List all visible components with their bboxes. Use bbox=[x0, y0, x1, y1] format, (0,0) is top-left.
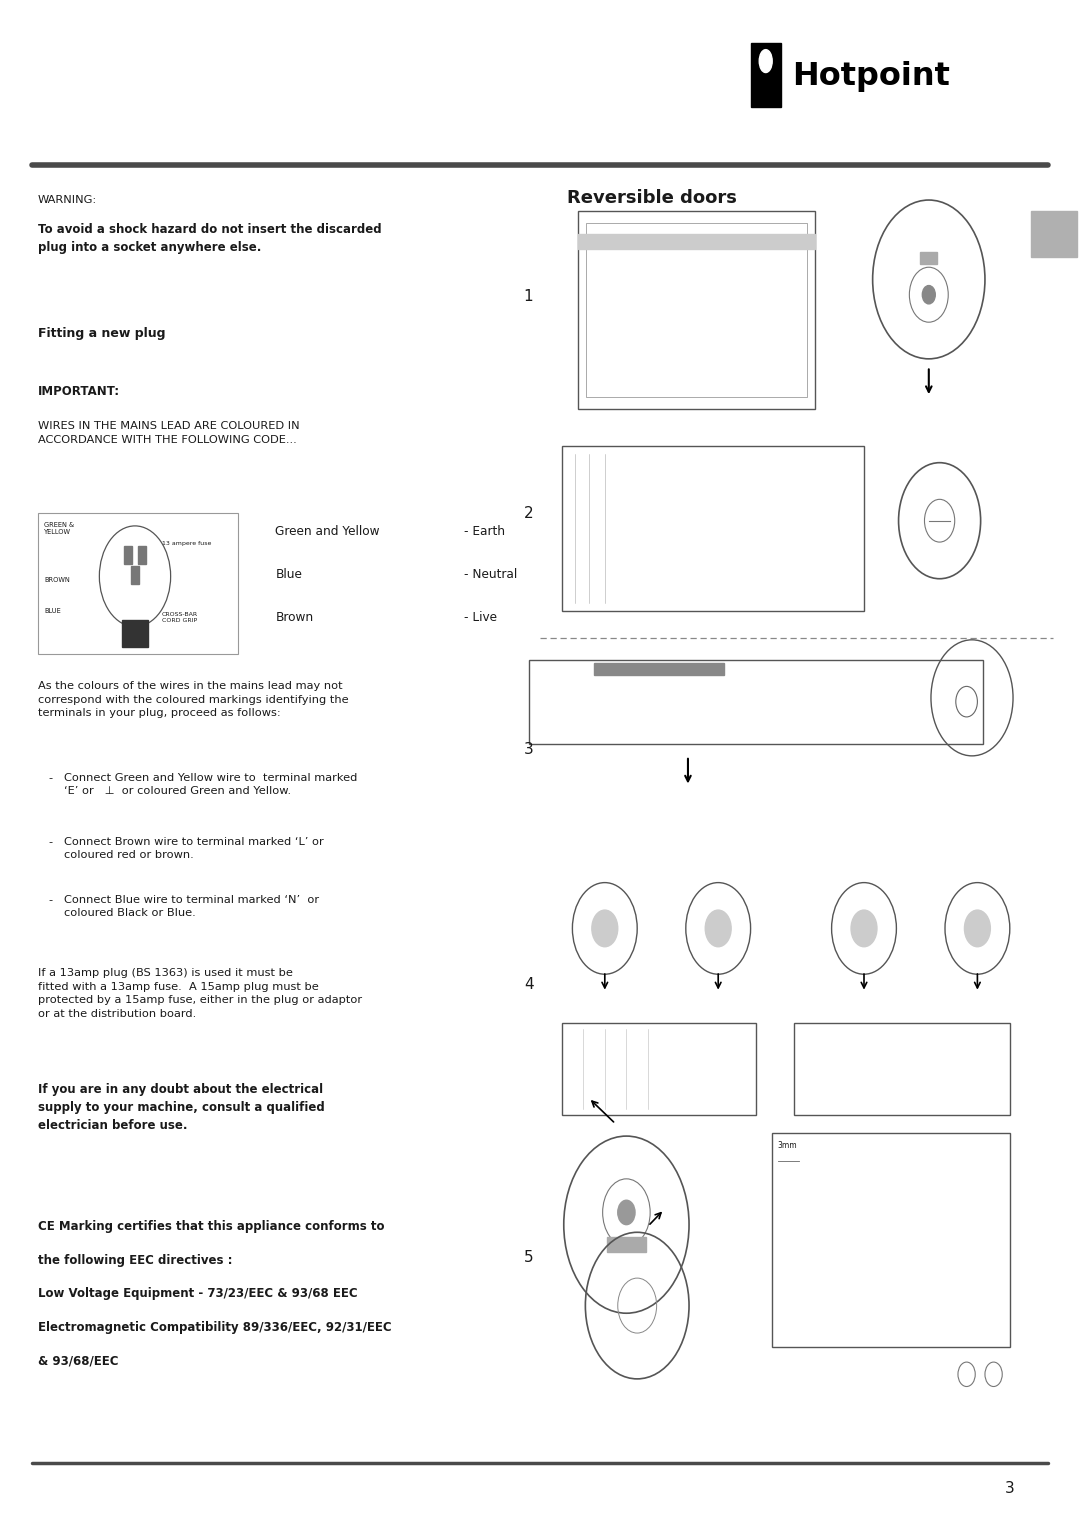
Circle shape bbox=[592, 910, 618, 947]
Text: 4: 4 bbox=[524, 977, 534, 993]
Bar bbox=[131, 565, 139, 583]
Text: 3: 3 bbox=[1004, 1481, 1015, 1496]
Text: Blue: Blue bbox=[275, 568, 302, 582]
Text: GREEN &
YELLOW: GREEN & YELLOW bbox=[44, 522, 75, 536]
Bar bbox=[124, 545, 132, 563]
Text: the following EEC directives :: the following EEC directives : bbox=[38, 1254, 232, 1267]
Text: -: - bbox=[49, 837, 53, 847]
Circle shape bbox=[964, 910, 990, 947]
Bar bbox=[920, 252, 937, 264]
Bar bbox=[594, 663, 724, 675]
Bar bbox=[772, 1133, 1010, 1347]
Circle shape bbox=[851, 910, 877, 947]
Text: WARNING:: WARNING: bbox=[38, 195, 97, 206]
Text: 13 ampere fuse: 13 ampere fuse bbox=[162, 541, 212, 545]
Text: As the colours of the wires in the mains lead may not
correspond with the colour: As the colours of the wires in the mains… bbox=[38, 681, 349, 718]
Text: - Live: - Live bbox=[464, 611, 498, 625]
Text: -: - bbox=[49, 895, 53, 906]
Text: BROWN: BROWN bbox=[44, 577, 70, 583]
Bar bbox=[586, 223, 807, 397]
Text: 5: 5 bbox=[524, 1251, 534, 1264]
Text: 1: 1 bbox=[524, 289, 534, 304]
Text: WIRES IN THE MAINS LEAD ARE COLOURED IN
ACCORDANCE WITH THE FOLLOWING CODE...: WIRES IN THE MAINS LEAD ARE COLOURED IN … bbox=[38, 421, 299, 446]
Text: BLUE: BLUE bbox=[44, 608, 62, 614]
Bar bbox=[578, 211, 815, 409]
Text: Connect Blue wire to terminal marked ‘N’  or
coloured Black or Blue.: Connect Blue wire to terminal marked ‘N’… bbox=[64, 895, 319, 918]
Bar bbox=[578, 234, 815, 249]
Circle shape bbox=[618, 1200, 635, 1225]
Text: Electromagnetic Compatibility 89/336/EEC, 92/31/EEC: Electromagnetic Compatibility 89/336/EEC… bbox=[38, 1321, 391, 1335]
Text: Reversible doors: Reversible doors bbox=[567, 189, 737, 208]
Text: Connect Brown wire to terminal marked ‘L’ or
coloured red or brown.: Connect Brown wire to terminal marked ‘L… bbox=[64, 837, 324, 860]
Bar bbox=[122, 620, 148, 647]
Text: 3: 3 bbox=[524, 742, 534, 757]
Text: Fitting a new plug: Fitting a new plug bbox=[38, 327, 165, 341]
Text: 2: 2 bbox=[524, 505, 534, 521]
Bar bbox=[562, 446, 864, 611]
Text: Low Voltage Equipment - 73/23/EEC & 93/68 EEC: Low Voltage Equipment - 73/23/EEC & 93/6… bbox=[38, 1287, 357, 1301]
Text: GB: GB bbox=[1044, 228, 1064, 240]
Text: - Earth: - Earth bbox=[464, 525, 505, 539]
Text: -: - bbox=[49, 773, 53, 783]
Text: & 93/68/EEC: & 93/68/EEC bbox=[38, 1354, 119, 1368]
Bar bbox=[794, 1023, 1010, 1115]
Text: If a 13amp plug (BS 1363) is used it must be
fitted with a 13amp fuse.  A 15amp : If a 13amp plug (BS 1363) is used it mus… bbox=[38, 968, 362, 1019]
Ellipse shape bbox=[759, 49, 772, 72]
Bar bbox=[751, 43, 781, 107]
Text: CROSS-BAR
CORD GRIP: CROSS-BAR CORD GRIP bbox=[162, 612, 198, 623]
Text: Brown: Brown bbox=[275, 611, 313, 625]
Bar bbox=[607, 1237, 646, 1252]
Text: CE Marking certifies that this appliance conforms to: CE Marking certifies that this appliance… bbox=[38, 1220, 384, 1234]
Text: To avoid a shock hazard do not insert the discarded
plug into a socket anywhere : To avoid a shock hazard do not insert th… bbox=[38, 223, 381, 253]
Text: Hotpoint: Hotpoint bbox=[792, 61, 949, 92]
Circle shape bbox=[705, 910, 731, 947]
Text: Green and Yellow: Green and Yellow bbox=[275, 525, 380, 539]
Bar bbox=[1031, 211, 1077, 257]
Text: Connect Green and Yellow wire to  terminal marked
‘E’ or   ⊥  or coloured Green : Connect Green and Yellow wire to termina… bbox=[64, 773, 357, 796]
Text: IMPORTANT:: IMPORTANT: bbox=[38, 385, 120, 399]
Bar bbox=[38, 513, 238, 654]
Text: If you are in any doubt about the electrical
supply to your machine, consult a q: If you are in any doubt about the electr… bbox=[38, 1083, 325, 1132]
Bar bbox=[138, 545, 146, 563]
Text: - Neutral: - Neutral bbox=[464, 568, 517, 582]
Bar bbox=[529, 660, 983, 744]
Bar bbox=[562, 1023, 756, 1115]
Circle shape bbox=[922, 286, 935, 304]
Text: 3mm: 3mm bbox=[778, 1141, 797, 1150]
